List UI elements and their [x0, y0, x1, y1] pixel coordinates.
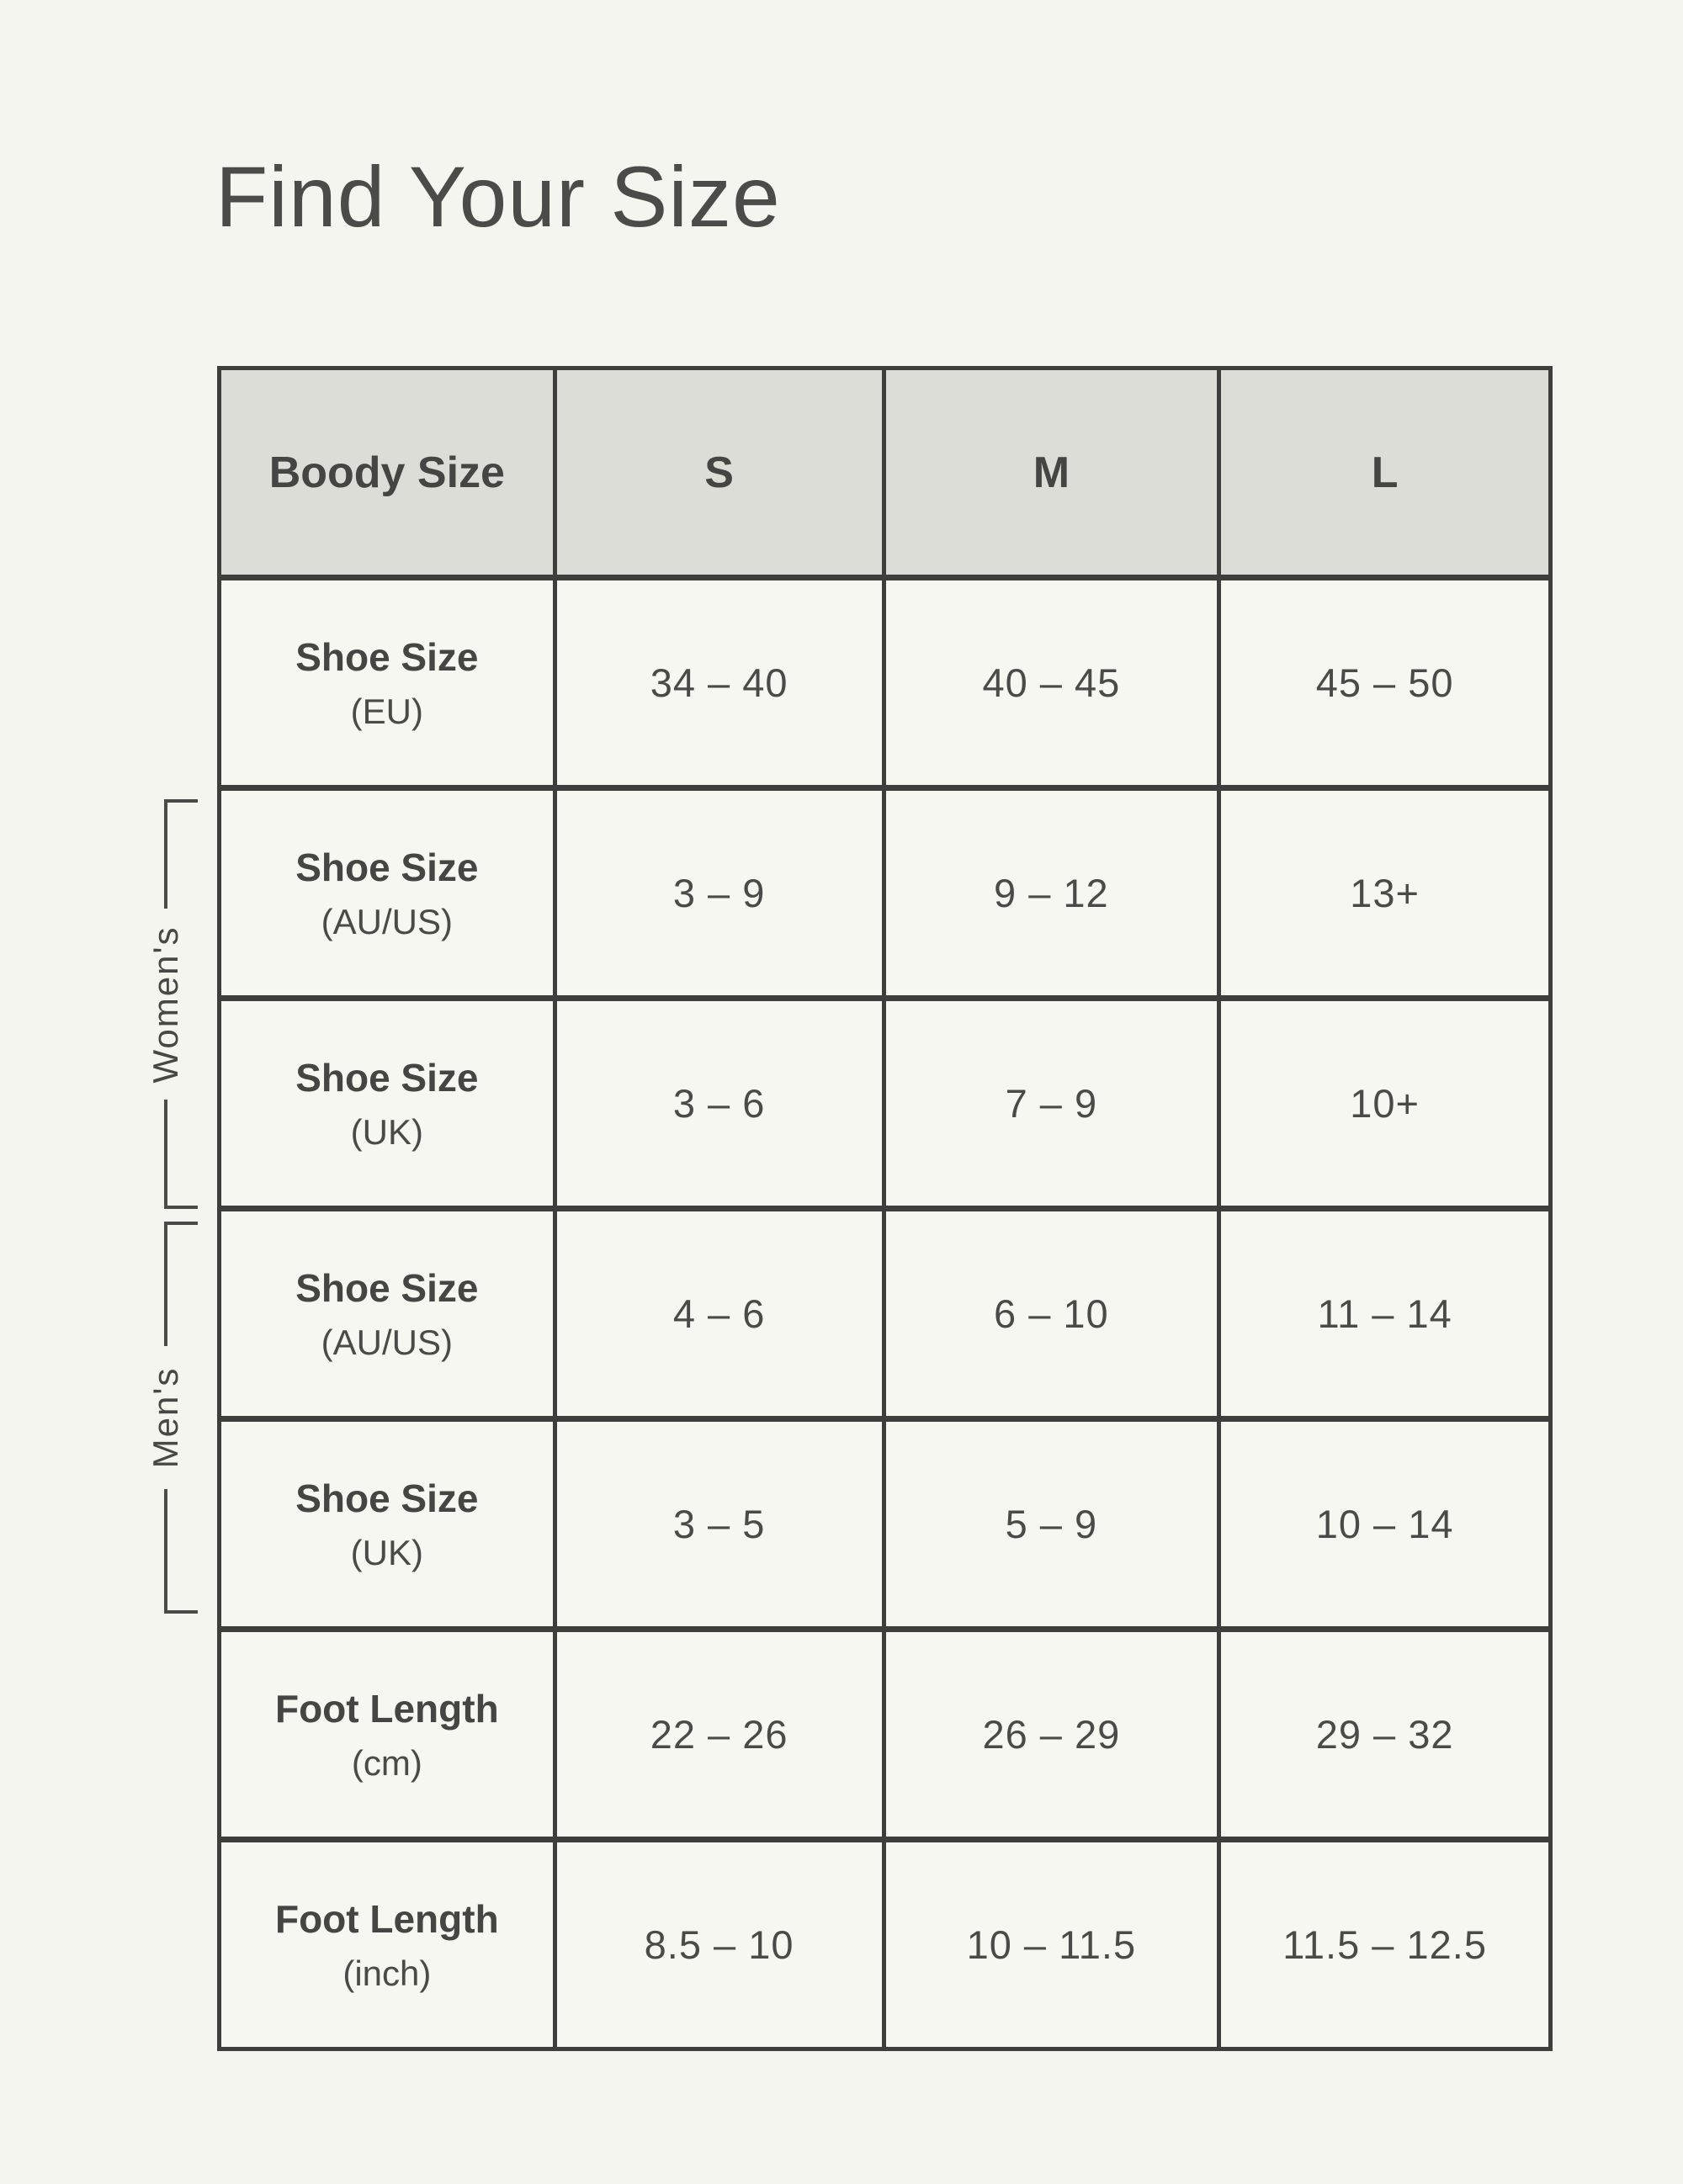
row-label-unit: (inch): [342, 1953, 432, 1993]
row-label-mens-shoe-size-au-us: Shoe Size (AU/US): [221, 1211, 553, 1416]
bracket-line: [164, 799, 167, 909]
value-cell: 34 – 40: [556, 580, 882, 785]
row-label-unit: (AU/US): [321, 1322, 454, 1362]
value-cell: 3 – 6: [556, 1001, 882, 1206]
header-cell-size-m: M: [885, 370, 1218, 575]
value-cell: 11.5 – 12.5: [1221, 1842, 1548, 2047]
row-label-main: Shoe Size: [295, 1476, 479, 1520]
row-label-unit: (cm): [351, 1742, 422, 1783]
value-cell: 3 – 5: [556, 1422, 882, 1626]
value-cell: 26 – 29: [885, 1632, 1218, 1837]
bracket-tick: [164, 1222, 198, 1225]
mens-group-label: Men's: [146, 1366, 185, 1469]
value-cell: 4 – 6: [556, 1211, 882, 1416]
size-table: Boody Size S M L Shoe Size (EU) 34 – 40 …: [217, 366, 1553, 2051]
row-label-womens-shoe-size-au-us: Shoe Size (AU/US): [221, 791, 553, 995]
row-label-main: Shoe Size: [295, 1265, 479, 1310]
bracket-line: [164, 1222, 167, 1346]
bracket-tick: [164, 1206, 198, 1209]
value-cell: 6 – 10: [885, 1211, 1218, 1416]
row-label-main: Shoe Size: [295, 1055, 479, 1100]
row-label-unit: (UK): [350, 1111, 423, 1152]
row-label-unit: (UK): [350, 1532, 423, 1572]
row-label-unit: (AU/US): [321, 901, 454, 941]
value-cell: 7 – 9: [885, 1001, 1218, 1206]
header-cell-size-s: S: [556, 370, 882, 575]
header-cell-size-l: L: [1221, 370, 1548, 575]
row-label-main: Foot Length: [274, 1896, 499, 1941]
row-label-mens-shoe-size-uk: Shoe Size (UK): [221, 1422, 553, 1626]
value-cell: 5 – 9: [885, 1422, 1218, 1626]
row-label-womens-shoe-size-uk: Shoe Size (UK): [221, 1001, 553, 1206]
value-cell: 40 – 45: [885, 580, 1218, 785]
value-cell: 11 – 14: [1221, 1211, 1548, 1416]
header-cell-boody-size: Boody Size: [221, 370, 553, 575]
value-cell: 22 – 26: [556, 1632, 882, 1837]
value-cell: 8.5 – 10: [556, 1842, 882, 2047]
row-label-shoe-size-eu: Shoe Size (EU): [221, 580, 553, 785]
value-cell: 10+: [1221, 1001, 1548, 1206]
value-cell: 10 – 11.5: [885, 1842, 1218, 2047]
row-label-main: Foot Length: [274, 1686, 499, 1731]
page-title: Find Your Size: [215, 149, 781, 245]
bracket-line: [164, 1100, 167, 1209]
value-cell: 10 – 14: [1221, 1422, 1548, 1626]
mens-group-bracket: Men's: [146, 1222, 198, 1614]
value-cell: 9 – 12: [885, 791, 1218, 995]
value-cell: 13+: [1221, 791, 1548, 995]
womens-group-bracket: Women's: [146, 799, 198, 1209]
bracket-tick: [164, 1610, 198, 1614]
womens-group-label: Women's: [146, 925, 185, 1083]
row-label-main: Shoe Size: [295, 845, 479, 889]
value-cell: 3 – 9: [556, 791, 882, 995]
row-label-unit: (EU): [350, 691, 423, 731]
row-label-main: Shoe Size: [295, 634, 479, 679]
bracket-line: [164, 1489, 167, 1614]
value-cell: 29 – 32: [1221, 1632, 1548, 1837]
value-cell: 45 – 50: [1221, 580, 1548, 785]
row-label-foot-length-inch: Foot Length (inch): [221, 1842, 553, 2047]
row-label-foot-length-cm: Foot Length (cm): [221, 1632, 553, 1837]
bracket-tick: [164, 799, 198, 803]
